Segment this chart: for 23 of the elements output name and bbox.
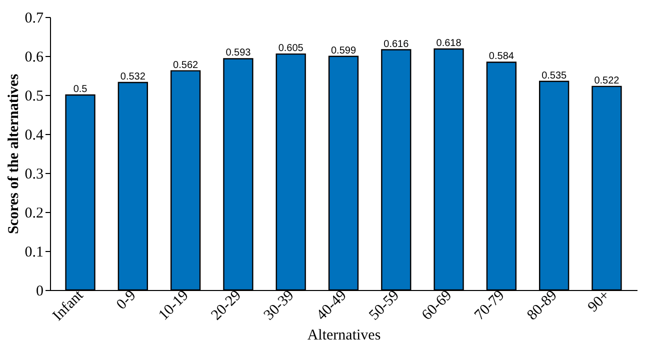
y-tick-label: 0 xyxy=(36,284,44,300)
data-label: 0.562 xyxy=(173,60,199,71)
y-tick-label: 0.2 xyxy=(24,206,44,222)
data-label: 0.522 xyxy=(594,75,620,86)
data-label: 0.618 xyxy=(436,38,462,49)
y-tick-label: 0.5 xyxy=(24,88,44,104)
data-label: 0.532 xyxy=(120,72,146,83)
x-tick-label: 90+ xyxy=(585,288,614,316)
data-label: 0.535 xyxy=(542,70,568,82)
x-tick-label: 0-9 xyxy=(114,288,140,314)
y-axis-title: Scores of the alternatives xyxy=(6,74,22,234)
data-label: 0.5 xyxy=(73,84,88,95)
y-tick-label: 0.7 xyxy=(24,10,44,26)
x-axis-title: Alternatives xyxy=(307,327,381,344)
data-label: 0.593 xyxy=(226,48,252,59)
y-tick-label: 0.1 xyxy=(24,244,44,260)
data-label: 0.599 xyxy=(330,45,356,56)
data-label: 0.584 xyxy=(488,51,514,62)
data-label: 0.605 xyxy=(278,43,304,54)
y-tick-label: 0.6 xyxy=(24,50,44,66)
y-tick-label: 0.4 xyxy=(24,128,44,144)
data-label: 0.616 xyxy=(384,38,410,50)
y-tick-label: 0.3 xyxy=(24,166,44,182)
